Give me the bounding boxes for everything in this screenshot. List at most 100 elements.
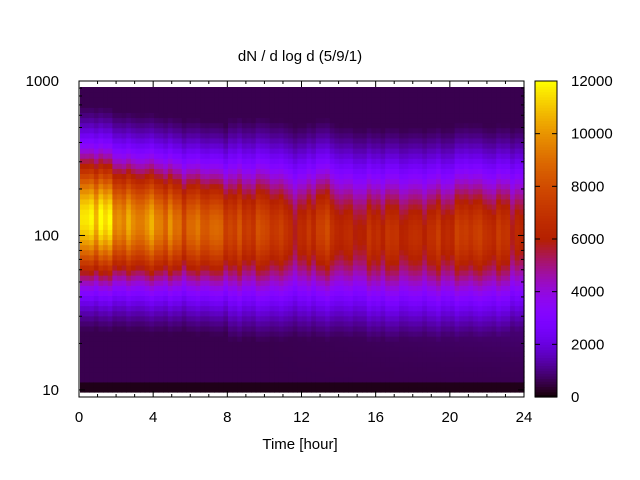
heatmap-cell xyxy=(385,376,391,383)
heatmap-cell xyxy=(385,214,391,220)
heatmap-cell xyxy=(228,168,234,175)
heatmap-cell xyxy=(167,117,174,124)
heatmap-cell xyxy=(389,249,396,256)
heatmap-cell xyxy=(399,117,405,124)
heatmap-cell xyxy=(454,188,460,195)
heatmap-cell xyxy=(417,102,423,108)
heatmap-cell xyxy=(459,356,465,363)
heatmap-cell xyxy=(422,386,428,393)
heatmap-cell xyxy=(403,117,409,124)
heatmap-cell xyxy=(209,341,215,347)
heatmap-cell xyxy=(80,219,86,225)
heatmap-cell xyxy=(334,325,340,332)
heatmap-cell xyxy=(130,341,137,347)
heatmap-cell xyxy=(232,209,238,215)
heatmap-cell xyxy=(191,270,197,276)
heatmap-cell xyxy=(107,356,113,363)
heatmap-cell xyxy=(325,310,331,317)
heatmap-cell xyxy=(339,97,345,103)
heatmap-cell xyxy=(112,270,118,276)
heatmap-cell xyxy=(214,122,220,129)
heatmap-cell xyxy=(265,92,271,98)
heatmap-cell xyxy=(98,331,104,337)
heatmap-cell xyxy=(84,336,90,342)
heatmap-cell xyxy=(260,198,266,205)
heatmap-cell xyxy=(158,158,164,164)
heatmap-cell xyxy=(278,320,285,327)
heatmap-cell xyxy=(228,336,234,342)
heatmap-cell xyxy=(417,87,423,93)
heatmap-cell xyxy=(228,361,234,368)
heatmap-cell xyxy=(140,127,146,134)
heatmap-cell xyxy=(394,290,400,297)
heatmap-cell xyxy=(297,285,303,291)
heatmap-cell xyxy=(149,249,155,256)
heatmap-cell xyxy=(302,183,308,190)
heatmap-cell xyxy=(195,153,201,159)
heatmap-cell xyxy=(348,198,354,205)
heatmap-cell xyxy=(200,122,206,129)
heatmap-cell xyxy=(223,325,229,332)
heatmap-cell xyxy=(186,163,192,169)
heatmap-cell xyxy=(191,163,197,169)
heatmap-cell xyxy=(413,148,419,154)
heatmap-cell xyxy=(325,148,331,154)
heatmap-cell xyxy=(255,300,261,307)
heatmap-cell xyxy=(348,351,354,358)
heatmap-cell xyxy=(440,315,446,322)
heatmap-cell xyxy=(306,254,312,261)
heatmap-cell xyxy=(107,163,113,169)
heatmap-cell xyxy=(223,234,229,241)
heatmap-cell xyxy=(380,209,386,215)
heatmap-cell xyxy=(292,117,298,124)
heatmap-cell xyxy=(459,178,465,185)
heatmap-cell xyxy=(260,341,266,347)
heatmap-cell xyxy=(181,331,187,337)
heatmap-cell xyxy=(130,371,137,378)
heatmap-cell xyxy=(98,285,104,291)
heatmap-cell xyxy=(191,285,197,291)
heatmap-cell xyxy=(408,280,414,286)
heatmap-cell xyxy=(126,209,132,215)
heatmap-cell xyxy=(440,102,446,108)
heatmap-cell xyxy=(200,117,206,124)
heatmap-cell xyxy=(93,173,100,180)
heatmap-cell xyxy=(380,310,386,317)
heatmap-cell xyxy=(385,193,391,200)
heatmap-cell xyxy=(426,142,433,149)
heatmap-cell xyxy=(385,290,391,297)
heatmap-cell xyxy=(232,244,238,251)
heatmap-cell xyxy=(334,153,340,159)
heatmap-cell xyxy=(149,270,155,276)
heatmap-cell xyxy=(269,137,275,144)
heatmap-cell xyxy=(348,305,354,312)
heatmap-cell xyxy=(278,356,285,363)
heatmap-cell xyxy=(228,244,234,251)
heatmap-cell xyxy=(445,249,451,256)
heatmap-cell xyxy=(385,92,391,98)
heatmap-cell xyxy=(440,122,446,129)
heatmap-cell xyxy=(334,107,340,114)
heatmap-cell xyxy=(431,325,437,332)
heatmap-cell xyxy=(107,188,113,195)
heatmap-cell xyxy=(311,371,317,378)
heatmap-cell xyxy=(334,346,340,352)
heatmap-cell xyxy=(380,341,386,347)
heatmap-cell xyxy=(98,295,104,302)
heatmap-cell xyxy=(246,315,252,322)
heatmap-cell xyxy=(450,270,456,276)
heatmap-cell xyxy=(144,178,150,185)
heatmap-cell xyxy=(121,158,127,164)
heatmap-cell xyxy=(237,249,243,256)
heatmap-cell xyxy=(209,117,215,124)
heatmap-cell xyxy=(228,97,234,103)
heatmap-cell xyxy=(191,259,197,266)
heatmap-cell xyxy=(241,341,248,347)
heatmap-cell xyxy=(126,295,132,302)
heatmap-cell xyxy=(251,300,257,307)
heatmap-cell xyxy=(450,219,456,225)
heatmap-cell xyxy=(278,275,285,281)
heatmap-cell xyxy=(376,117,382,124)
heatmap-cell xyxy=(93,285,100,291)
heatmap-cell xyxy=(255,254,261,261)
